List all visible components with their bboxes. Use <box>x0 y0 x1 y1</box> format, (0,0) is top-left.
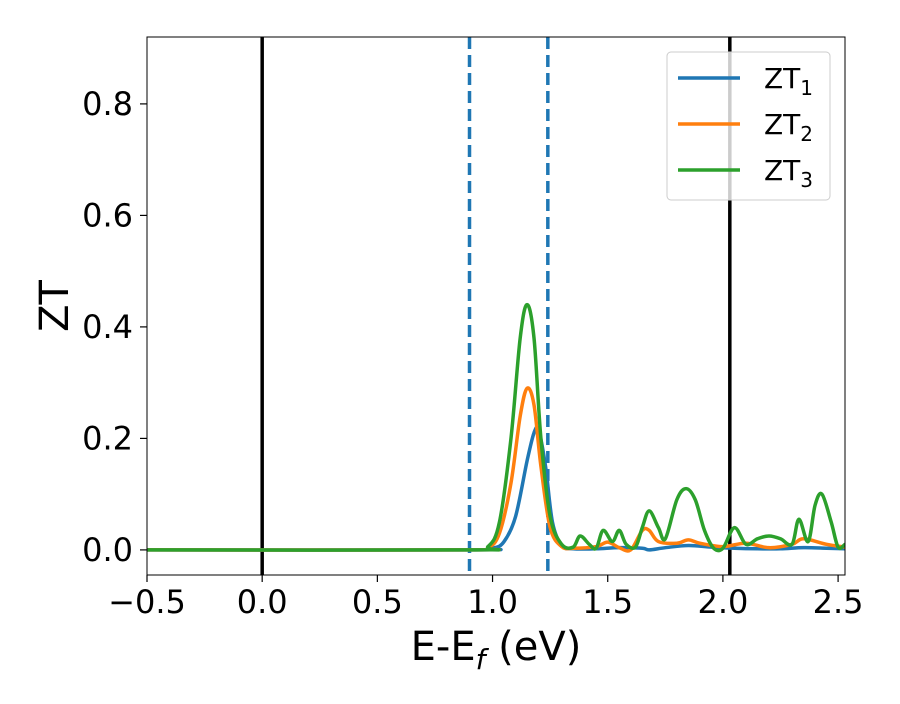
x-tick-label: 1.5 <box>582 583 633 621</box>
legend-label-2: ZT2 <box>764 108 813 146</box>
legend: ZT1 ZT2 ZT3 <box>666 51 831 201</box>
series-line-3 <box>147 302 845 553</box>
y-tick-label: 0.8 <box>82 85 133 123</box>
legend-box <box>666 51 831 201</box>
x-tick-label: 1.0 <box>467 583 518 621</box>
x-tick-label: −0.5 <box>108 583 186 621</box>
y-tick-label: 0.2 <box>82 419 133 457</box>
y-axis: 0.0 0.2 0.4 0.6 0.8 <box>82 85 147 569</box>
legend-label-3: ZT3 <box>764 154 813 192</box>
y-tick-label: 0.6 <box>82 196 133 234</box>
x-tick-label: 0.5 <box>352 583 403 621</box>
x-axis-label: E-Ef (eV) <box>411 624 582 676</box>
x-tick-label: 2.5 <box>813 583 864 621</box>
x-tick-label: 0.0 <box>237 583 288 621</box>
series-lines <box>147 302 845 553</box>
y-tick-label: 0.0 <box>82 531 133 569</box>
y-tick-label: 0.4 <box>82 308 133 346</box>
x-tick-label: 2.0 <box>697 583 748 621</box>
y-axis-label: ZT <box>32 280 78 332</box>
legend-label-1: ZT1 <box>764 62 813 100</box>
x-axis: −0.5 0.0 0.5 1.0 1.5 2.0 2.5 <box>108 575 864 621</box>
axes-frame <box>146 36 846 576</box>
